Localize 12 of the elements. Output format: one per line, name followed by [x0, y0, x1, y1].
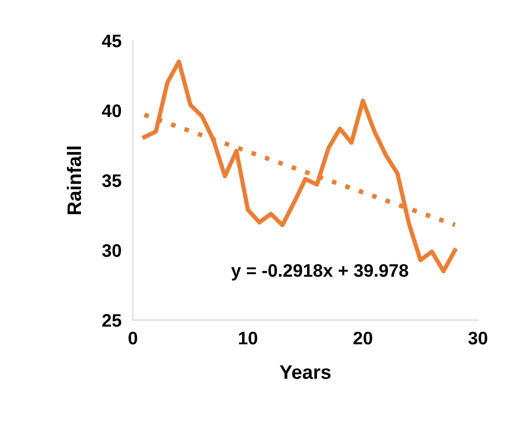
y-tick-label: 40 [102, 104, 122, 118]
x-tick-label: 10 [238, 332, 258, 344]
y-tick-label: 45 [102, 34, 122, 48]
y-tick-label: 30 [102, 244, 122, 257]
x-tick-label: 0 [128, 332, 138, 344]
annotation: y = -0.2918x + 39.978 [231, 264, 408, 280]
x-axis-title: Years [280, 365, 331, 380]
y-tick-label: 25 [102, 314, 122, 327]
x-tick-label: 30 [468, 332, 488, 345]
x-tick-label: 20 [353, 332, 372, 344]
y-tick-label: 35 [102, 174, 122, 188]
y-axis-title: Rainfall [66, 146, 82, 214]
